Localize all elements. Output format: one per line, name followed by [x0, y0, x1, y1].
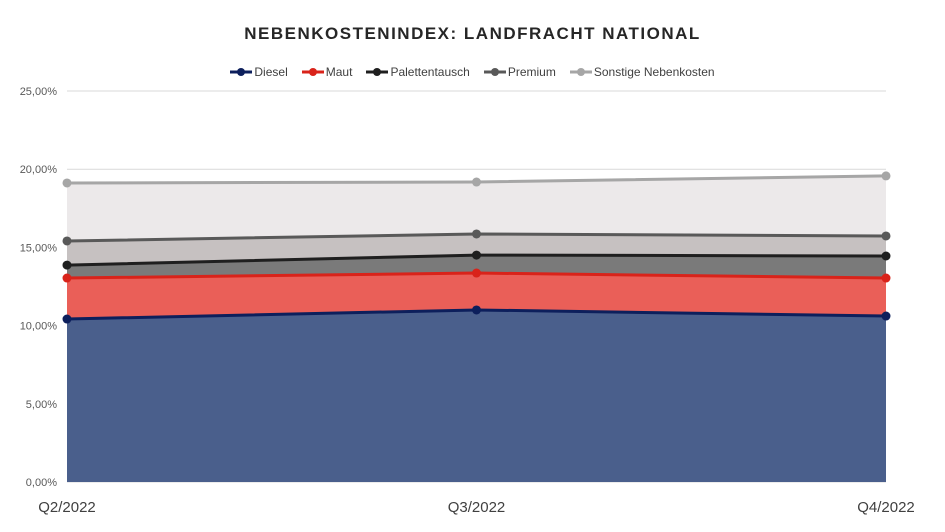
marker-palettentausch	[472, 250, 481, 260]
legend-label: Sonstige Nebenkosten	[593, 65, 715, 79]
legend: Diesel Maut Palettentausch Premium Sonstige …	[0, 65, 945, 79]
marker-premium	[62, 236, 72, 246]
legend-label: Maut	[325, 65, 353, 79]
legend-marker-icon	[366, 68, 389, 76]
marker-maut	[472, 268, 481, 278]
legend-marker-icon	[301, 68, 324, 76]
y-tick-label: 5,00%	[26, 399, 57, 411]
legend-marker-icon	[483, 68, 506, 76]
marker-maut	[881, 273, 891, 283]
marker-diesel	[881, 311, 891, 321]
y-tick-label: 10,00%	[20, 321, 58, 333]
legend-marker-icon	[230, 68, 253, 76]
area-sonstige-nebenkosten	[67, 175, 886, 241]
marker-maut	[62, 273, 72, 283]
legend-label: Premium	[507, 65, 556, 79]
x-tick-label: Q2/2022	[38, 499, 96, 516]
marker-diesel	[62, 314, 72, 324]
y-tick-label: 25,00%	[20, 86, 58, 98]
legend-marker-icon	[569, 68, 592, 76]
legend-item-premium: Premium	[483, 65, 556, 79]
marker-sonstige-nebenkosten	[472, 177, 481, 187]
x-tick-label: Q3/2022	[448, 499, 506, 516]
chart-title: NEBENKOSTENINDEX: LANDFRACHT NATIONAL	[244, 24, 701, 43]
area-premium	[67, 233, 886, 266]
y-tick-label: 0,00%	[26, 477, 57, 489]
marker-diesel	[472, 305, 481, 315]
area-maut	[67, 273, 886, 320]
marker-premium	[472, 229, 481, 239]
legend-item-sonstige-nebenkosten: Sonstige Nebenkosten	[569, 65, 715, 79]
area-diesel	[67, 309, 886, 482]
legend-item-palettentausch: Palettentausch	[366, 65, 470, 79]
legend-item-diesel: Diesel	[230, 65, 288, 79]
y-tick-label: 20,00%	[20, 164, 58, 176]
x-tick-label: Q4/2022	[857, 499, 915, 516]
marker-sonstige-nebenkosten	[881, 171, 891, 181]
legend-label: Palettentausch	[390, 65, 470, 79]
y-tick-label: 15,00%	[20, 242, 58, 254]
legend-item-maut: Maut	[301, 65, 353, 79]
marker-sonstige-nebenkosten	[62, 178, 72, 188]
legend-label: Diesel	[254, 65, 288, 79]
marker-palettentausch	[881, 251, 891, 261]
marker-palettentausch	[62, 260, 72, 270]
marker-premium	[881, 231, 891, 241]
